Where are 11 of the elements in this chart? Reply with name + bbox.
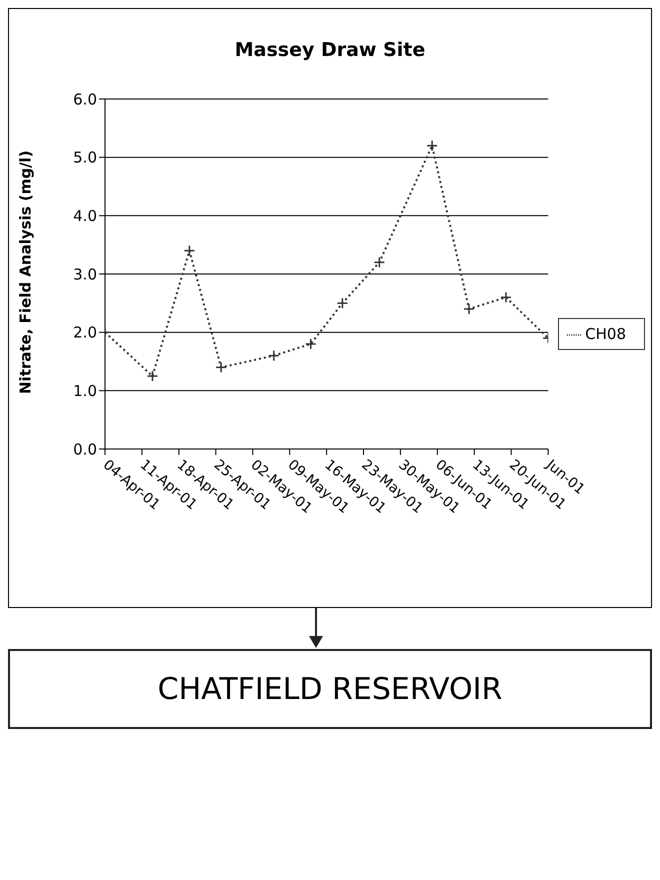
y-tick-label: 1.0 [73, 382, 97, 400]
y-axis-title: Nitrate, Field Analysis (mg/l) [16, 150, 34, 394]
y-tick-label: 2.0 [73, 324, 97, 342]
y-tick-label: 3.0 [73, 265, 97, 284]
y-tick-label: 0.0 [73, 440, 97, 458]
text: CHATFIELD RESERVOIR [8, 649, 652, 729]
chart-title: Massey Draw Site [234, 39, 426, 61]
y-tick-label: 6.0 [73, 90, 97, 108]
y-tick-label: 5.0 [73, 148, 97, 167]
legend-label: CH08 [585, 325, 626, 343]
y-tick-label: 4.0 [73, 206, 97, 225]
